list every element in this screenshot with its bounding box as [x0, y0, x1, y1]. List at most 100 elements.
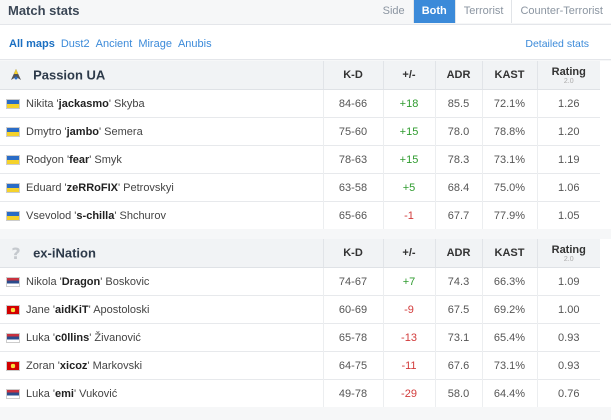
rating-cell: 1.06	[536, 173, 600, 202]
kd-cell: 60-69	[322, 295, 383, 324]
player-nick: zeRRoFIX	[66, 181, 118, 194]
north-macedonia-flag-icon	[6, 360, 20, 371]
rating-cell: 1.20	[536, 117, 600, 146]
col-plus-minus: +/-	[382, 61, 435, 90]
player-first-name: Dmytro '	[26, 125, 67, 138]
player-cell[interactable]: Eduard 'zeRRoFIX' Petrovskyi	[0, 173, 323, 202]
player-last-name: ' Petrovskyi	[117, 181, 174, 194]
table-row: Jane 'aidKiT' Apostoloski 60-69 -9 67.5 …	[0, 295, 600, 324]
kast-cell: 65.4%	[481, 323, 537, 352]
table-row: Dmytro 'jambo' Semera 75-60 +15 78.0 78.…	[0, 117, 600, 146]
plus-minus-cell: -1	[382, 201, 435, 229]
player-first-name: Nikita '	[26, 97, 59, 110]
north-macedonia-flag-icon	[6, 304, 20, 315]
kast-cell: 73.1%	[481, 145, 537, 174]
rating-cell: 1.09	[536, 267, 600, 296]
player-cell[interactable]: Jane 'aidKiT' Apostoloski	[0, 295, 323, 324]
map-list: All maps Dust2 Ancient Mirage Anubis	[9, 38, 212, 50]
plus-minus-cell: +5	[382, 173, 435, 202]
player-cell[interactable]: Dmytro 'jambo' Semera	[0, 117, 323, 146]
ukraine-flag-icon	[6, 154, 20, 165]
player-nick: fear	[69, 153, 90, 166]
player-last-name: ' Vuković	[73, 387, 118, 400]
svg-text:?: ?	[11, 245, 20, 261]
player-cell[interactable]: Nikita 'jackasmo' Skyba	[0, 89, 323, 118]
rating-cell: 1.05	[536, 201, 600, 229]
rating-cell: 1.26	[536, 89, 600, 118]
player-last-name: ' Markovski	[87, 359, 143, 372]
ukraine-flag-icon	[6, 182, 20, 193]
rating-cell: 0.76	[536, 379, 600, 407]
detailed-stats-link[interactable]: Detailed stats	[525, 38, 589, 50]
kast-cell: 66.3%	[481, 267, 537, 296]
player-nick: s-chilla	[76, 209, 115, 222]
map-mirage[interactable]: Mirage	[138, 38, 172, 50]
player-first-name: Zoran '	[26, 359, 60, 372]
team1-name[interactable]: Passion UA	[33, 67, 106, 83]
side-option-terrorist[interactable]: Terrorist	[454, 0, 512, 23]
player-first-name: Jane '	[26, 303, 56, 316]
adr-cell: 67.7	[434, 201, 482, 229]
kd-cell: 74-67	[322, 267, 383, 296]
player-last-name: ' Skyba	[108, 97, 145, 110]
player-cell[interactable]: Rodyon 'fear' Smyk	[0, 145, 323, 174]
adr-cell: 58.0	[434, 379, 482, 407]
team2-stats-table: ? ex-iNation K-D +/- ADR KAST Rating 2.0…	[0, 239, 600, 407]
col-kast: KAST	[481, 61, 537, 90]
col-rating-label: Rating	[551, 65, 586, 78]
player-last-name: ' Semera	[99, 125, 143, 138]
kast-cell: 78.8%	[481, 117, 537, 146]
team2-header-row: ? ex-iNation K-D +/- ADR KAST Rating 2.0	[0, 239, 600, 268]
plus-minus-cell: -11	[382, 351, 435, 380]
side-option-counter-terrorist[interactable]: Counter-Terrorist	[511, 0, 611, 23]
player-nick: Dragon	[61, 275, 101, 288]
serbia-flag-icon	[6, 332, 20, 343]
table-row: Nikita 'jackasmo' Skyba 84-66 +18 85.5 7…	[0, 89, 600, 118]
table-row: Vsevolod 's-chilla' Shchurov 65-66 -1 67…	[0, 201, 600, 229]
player-last-name: ' Shchurov	[114, 209, 166, 222]
player-cell[interactable]: Zoran 'xicoz' Markovski	[0, 351, 323, 380]
kast-cell: 64.4%	[481, 379, 537, 407]
match-stats-header: Match stats Side Both Terrorist Counter-…	[0, 0, 611, 24]
player-first-name: Rodyon '	[26, 153, 70, 166]
col-adr: ADR	[434, 61, 482, 90]
ukraine-flag-icon	[6, 98, 20, 109]
kast-cell: 77.9%	[481, 201, 537, 229]
player-cell[interactable]: Nikola 'Dragon' Boskovic	[0, 267, 323, 296]
kd-cell: 49-78	[322, 379, 383, 407]
kd-cell: 65-78	[322, 323, 383, 352]
team2-name[interactable]: ex-iNation	[33, 245, 96, 261]
map-anubis[interactable]: Anubis	[177, 38, 212, 50]
plus-minus-cell: -13	[382, 323, 435, 352]
team-stats-passion-ua: Passion UA K-D +/- ADR KAST Rating 2.0 N…	[0, 61, 611, 229]
player-first-name: Luka '	[26, 387, 56, 400]
player-nick: aidKiT	[55, 303, 89, 316]
map-ancient[interactable]: Ancient	[95, 38, 133, 50]
side-option-both[interactable]: Both	[412, 0, 455, 23]
map-dust2[interactable]: Dust2	[60, 38, 90, 50]
player-first-name: Eduard '	[26, 181, 67, 194]
player-cell[interactable]: Luka 'emi' Vuković	[0, 379, 323, 407]
kd-cell: 63-58	[322, 173, 383, 202]
question-mark-icon: ?	[8, 244, 24, 263]
table-row: Rodyon 'fear' Smyk 78-63 +15 78.3 73.1% …	[0, 145, 600, 174]
col-rating-version: 2.0	[563, 255, 574, 263]
match-stats-title: Match stats	[8, 3, 80, 18]
kast-cell: 72.1%	[481, 89, 537, 118]
map-all-maps[interactable]: All maps	[9, 38, 55, 50]
player-first-name: Nikola '	[26, 275, 62, 288]
adr-cell: 74.3	[434, 267, 482, 296]
player-last-name: ' Apostoloski	[88, 303, 150, 316]
player-nick: emi	[55, 387, 74, 400]
col-rating-label: Rating	[551, 243, 586, 256]
col-adr: ADR	[434, 239, 482, 268]
table-row: Nikola 'Dragon' Boskovic 74-67 +7 74.3 6…	[0, 267, 600, 296]
ukraine-flag-icon	[6, 126, 20, 137]
player-last-name: ' Boskovic	[100, 275, 150, 288]
plus-minus-cell: -9	[382, 295, 435, 324]
player-cell[interactable]: Luka 'c0llins' Živanović	[0, 323, 323, 352]
adr-cell: 67.6	[434, 351, 482, 380]
player-cell[interactable]: Vsevolod 's-chilla' Shchurov	[0, 201, 323, 229]
kast-cell: 73.1%	[481, 351, 537, 380]
col-kd: K-D	[322, 61, 383, 90]
